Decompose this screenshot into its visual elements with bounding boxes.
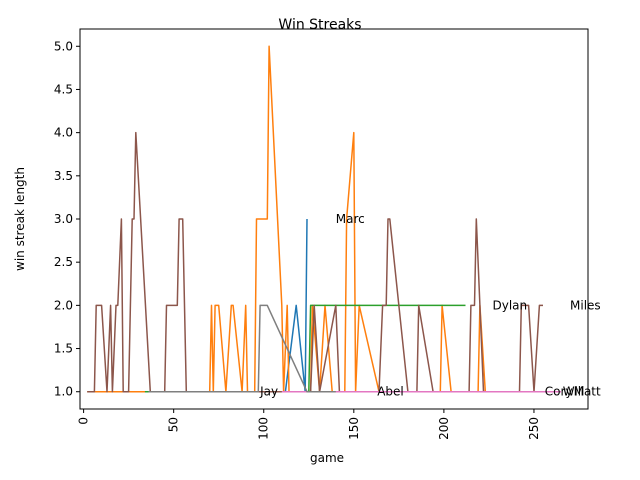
y-axis-label: win streak length [13, 167, 27, 271]
x-tick-label: 250 [527, 417, 541, 440]
y-axis: 1.0 1.5 2.0 2.5 3.0 3.5 4.0 4.5 5.0 [54, 39, 80, 399]
x-tick-label: 100 [257, 417, 271, 440]
series-line-marc [284, 218, 308, 393]
y-tick-label: 2.0 [54, 298, 73, 312]
x-tick-label: 200 [437, 417, 451, 440]
y-tick-label: 4.5 [54, 83, 73, 97]
series-label-dylan: Dylan [493, 298, 528, 312]
series-label-cory: Cory [545, 385, 573, 399]
x-axis: 0 50 100 150 200 250 [77, 409, 541, 440]
y-tick-label: 1.0 [54, 385, 73, 399]
y-tick-label: 3.5 [54, 169, 73, 183]
series-label-abel: Abel [377, 385, 404, 399]
series-label-will: Will [563, 385, 585, 399]
series-line-miles [87, 131, 543, 393]
x-tick-label: 50 [167, 417, 181, 432]
series-label-matt: Matt [574, 385, 601, 399]
x-axis-label: game [310, 451, 344, 465]
series-label-jay: Jay [259, 385, 278, 399]
series-lines [87, 45, 561, 393]
y-tick-label: 4.0 [54, 126, 73, 140]
series-label-miles: Miles [570, 298, 601, 312]
y-tick-label: 1.5 [54, 342, 73, 356]
x-tick-label: 150 [347, 417, 361, 440]
series-line-matt [148, 304, 336, 393]
y-tick-label: 5.0 [54, 39, 73, 53]
y-tick-label: 2.5 [54, 255, 73, 269]
y-tick-label: 3.0 [54, 212, 73, 226]
series-label-marc: Marc [336, 212, 365, 226]
plot-area [79, 28, 589, 410]
x-tick-label: 0 [77, 417, 91, 425]
chart-title: Win Streaks [278, 17, 361, 33]
